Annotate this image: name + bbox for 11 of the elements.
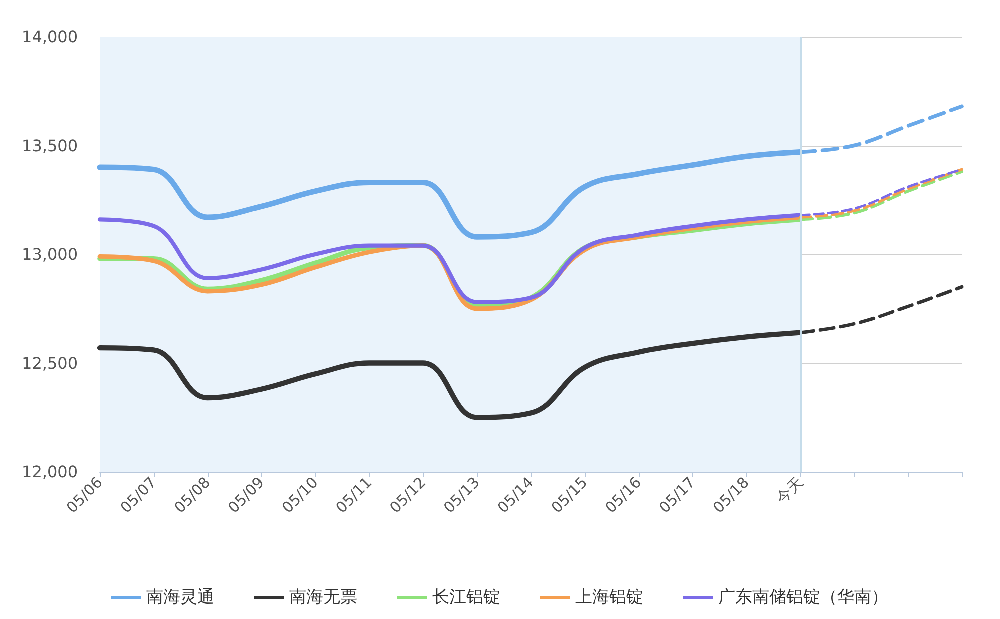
legend-label: 广东南储铝锭（华南） <box>718 588 888 608</box>
y-tick-label: 12,500 <box>22 354 78 373</box>
x-tick-label: 今天 <box>772 474 807 508</box>
legend-label: 上海铝锭 <box>576 588 644 608</box>
legend-label: 南海灵通 <box>146 588 214 608</box>
y-tick-label: 13,000 <box>22 245 78 264</box>
legend-label: 长江铝锭 <box>432 588 500 608</box>
y-tick-label: 14,000 <box>22 28 78 46</box>
legend-label: 南海无票 <box>290 588 358 608</box>
y-tick-label: 13,500 <box>22 136 78 156</box>
y-tick-label: 12,000 <box>22 462 78 482</box>
